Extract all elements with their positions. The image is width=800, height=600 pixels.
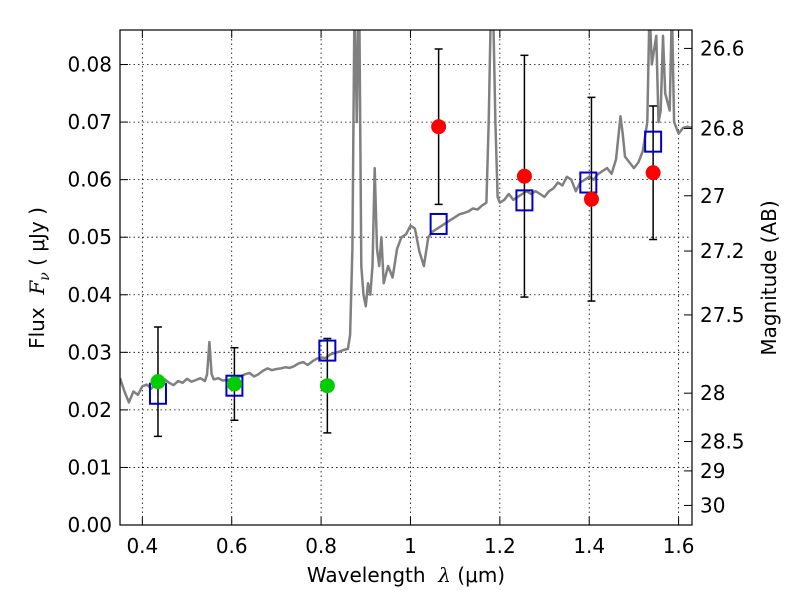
- errorbar-layer: [153, 48, 658, 438]
- model-photometry-square: [515, 189, 534, 212]
- y-tick-label: 0.00: [67, 513, 112, 537]
- y2-axis-label: Magnitude (AB): [757, 200, 781, 355]
- y2-tick-label: 27: [700, 184, 725, 208]
- x-tick-label: 1.6: [663, 534, 695, 558]
- y2-tick-label: 27.5: [700, 303, 745, 327]
- y-axis-label: Flux Fν ( μJy ): [25, 207, 53, 349]
- x-tick-label: 1.2: [484, 534, 516, 558]
- model-photometry-square: [429, 212, 448, 235]
- x-tick-label: 1: [404, 534, 417, 558]
- photometry-point: [319, 378, 335, 394]
- y-tick-label: 0.03: [67, 340, 112, 364]
- x-tick-label: 0.4: [126, 534, 158, 558]
- spectrum-line: [120, 30, 692, 404]
- y-tick-label: 0.05: [67, 225, 112, 249]
- x-tick-label: 0.8: [305, 534, 337, 558]
- y2-tick-label: 26.8: [700, 116, 745, 140]
- x-tick-label: 0.6: [216, 534, 248, 558]
- model-photometry-square: [225, 374, 244, 397]
- y-tick-label: 0.06: [67, 168, 112, 192]
- y-tick-label: 0.02: [67, 398, 112, 422]
- tick-layer: 0.4 0.6 0.8 1 1.2 1.4 1.6 0.00 0.01 0.02 0.03 0.04 0…: [67, 30, 745, 558]
- y2-tick-label: 26.6: [700, 36, 745, 60]
- y-tick-label: 0.01: [67, 455, 112, 479]
- photometry-point: [583, 191, 599, 207]
- photometry-point: [226, 376, 242, 392]
- spectrum-layer: [120, 30, 692, 404]
- photometry-point: [516, 168, 532, 184]
- y2-tick-label: 30: [700, 493, 725, 517]
- model-photometry-square: [318, 339, 337, 362]
- model-photometry-square: [579, 171, 598, 194]
- y-tick-label: 0.04: [67, 283, 112, 307]
- y2-tick-label: 28: [700, 381, 725, 405]
- marker-layer: [148, 119, 663, 405]
- photometry-point: [431, 119, 447, 135]
- x-tick-label: 1.4: [573, 534, 605, 558]
- y-tick-label: 0.08: [67, 53, 112, 77]
- y2-tick-label: 27.2: [700, 239, 745, 263]
- plot-frame: [119, 29, 693, 526]
- y2-tick-label: 28.5: [700, 430, 745, 454]
- y2-tick-label: 29: [700, 459, 725, 483]
- model-photometry-square: [644, 130, 663, 153]
- x-axis-label: Wavelength λ (μm): [307, 563, 505, 587]
- photometry-point: [150, 374, 166, 390]
- grid-lines: [120, 30, 692, 525]
- photometry-point: [645, 165, 661, 181]
- y-tick-label: 0.07: [67, 110, 112, 134]
